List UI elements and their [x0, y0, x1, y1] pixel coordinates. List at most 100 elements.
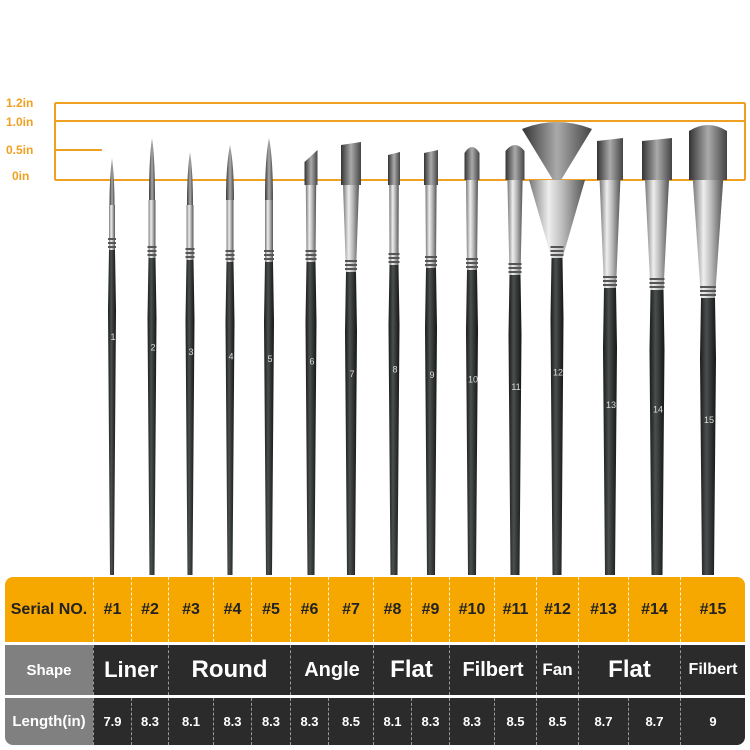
serial-cell: #8	[373, 577, 411, 642]
brush-bristles	[388, 152, 400, 185]
brush-number: 11	[511, 382, 520, 392]
length-cell: 7.9	[93, 698, 131, 745]
brush-ferrule	[186, 205, 194, 260]
brush-handle	[264, 262, 274, 575]
length-cell: 9	[680, 698, 745, 745]
brush-handle	[185, 260, 195, 575]
brush-ferrule	[425, 185, 437, 268]
shape-label: Shape	[5, 645, 93, 695]
brush-handle	[550, 258, 564, 575]
serial-row: Serial NO. #1 #2 #3 #4 #5 #6 #7 #8 #9 #10 #11 #12 #13…	[5, 577, 745, 642]
brush-5: 5	[264, 138, 274, 575]
brush-bristles	[464, 147, 480, 180]
serial-cell: #5	[251, 577, 290, 642]
brush-bristles	[597, 138, 623, 180]
shape-cell: Filbert	[680, 645, 745, 695]
length-cell: 8.5	[494, 698, 536, 745]
scale-label-1-2in: 1.2in	[6, 96, 34, 110]
brush-bristles	[522, 122, 592, 180]
brush-ferrule	[645, 180, 669, 290]
brush-handle	[700, 298, 716, 575]
length-cell: 8.1	[168, 698, 213, 745]
brush-ferrule	[148, 200, 156, 258]
length-cell: 8.5	[328, 698, 373, 745]
brush-number: 12	[553, 368, 563, 378]
brush-number: 10	[468, 375, 478, 385]
length-cell: 8.7	[628, 698, 680, 745]
brush-handle	[508, 275, 522, 575]
brush-12: 12	[522, 122, 592, 575]
brush-7: 7	[341, 142, 361, 575]
brush-11: 11	[505, 145, 525, 575]
brush-ferrule	[226, 200, 234, 262]
brush-number: 4	[228, 352, 233, 362]
brush-bristles	[642, 138, 672, 180]
brush-number: 15	[704, 415, 714, 425]
brush-bristles	[341, 142, 361, 185]
brush-handle	[649, 290, 665, 575]
brush-ferrule	[529, 180, 585, 258]
brush-handle	[147, 258, 157, 575]
brush-4: 4	[225, 145, 235, 575]
brush-handle	[345, 272, 357, 575]
serial-cell: #10	[449, 577, 494, 642]
brush-1: 1	[108, 158, 116, 575]
scale-label-0in: 0in	[12, 169, 30, 183]
brush-10: 10	[464, 147, 480, 575]
scale-label-1-0in: 1.0in	[6, 115, 34, 129]
shape-cell: Round	[168, 645, 290, 695]
brush-14: 14	[642, 138, 672, 575]
serial-cell: #2	[131, 577, 168, 642]
brush-bristles	[505, 145, 525, 180]
shape-cell: Flat	[373, 645, 449, 695]
brush-number: 1	[110, 332, 115, 342]
brush-ferrule	[692, 180, 724, 298]
brush-handle	[108, 250, 116, 575]
serial-cell: #6	[290, 577, 328, 642]
length-cell: 8.3	[449, 698, 494, 745]
serial-cell: #9	[411, 577, 449, 642]
shape-cell: Flat	[578, 645, 680, 695]
serial-cell: #7	[328, 577, 373, 642]
scale-label-0-5in: 0.5in	[6, 143, 34, 157]
brush-15: 15	[689, 125, 727, 575]
length-cell: 8.3	[290, 698, 328, 745]
serial-cell: #13	[578, 577, 628, 642]
length-cell: 8.3	[411, 698, 449, 745]
brush-bristles	[424, 150, 438, 185]
shape-cell: Liner	[93, 645, 168, 695]
serial-cell: #14	[628, 577, 680, 642]
serial-cell: #4	[213, 577, 251, 642]
length-cell: 8.3	[131, 698, 168, 745]
brush-handle	[425, 268, 437, 575]
brush-number: 14	[653, 405, 663, 415]
length-cell: 8.1	[373, 698, 411, 745]
shape-row: Shape Liner Round Angle Flat Filbert Fan Flat Fi…	[5, 645, 745, 695]
brush-6: 6	[304, 150, 318, 575]
brush-bristles	[187, 152, 193, 205]
brush-ferrule	[389, 185, 399, 265]
brush-13: 13	[597, 138, 623, 575]
brush-bristles	[304, 150, 318, 185]
brush-bristles	[689, 125, 727, 180]
brush-2: 2	[147, 138, 157, 575]
brush-number: 3	[188, 347, 193, 357]
brush-handle	[388, 265, 400, 575]
brush-ferrule	[265, 200, 273, 262]
brush-9: 9	[424, 150, 438, 575]
brush-bristles	[226, 145, 234, 200]
serial-cell: #15	[680, 577, 745, 642]
length-row: Length(in) 7.9 8.3 8.1 8.3 8.3 8.3 8.5 8.1 8.3 8.3…	[5, 698, 745, 745]
brush-bristles	[265, 138, 273, 200]
brush-ferrule	[305, 185, 317, 262]
shape-cell: Angle	[290, 645, 373, 695]
brush-handle	[225, 262, 235, 575]
serial-cell: #1	[93, 577, 131, 642]
shape-cell: Fan	[536, 645, 578, 695]
brush-number: 2	[150, 343, 155, 353]
brush-handle	[603, 288, 617, 575]
brush-number: 5	[267, 354, 272, 364]
brush-number: 13	[606, 400, 616, 410]
